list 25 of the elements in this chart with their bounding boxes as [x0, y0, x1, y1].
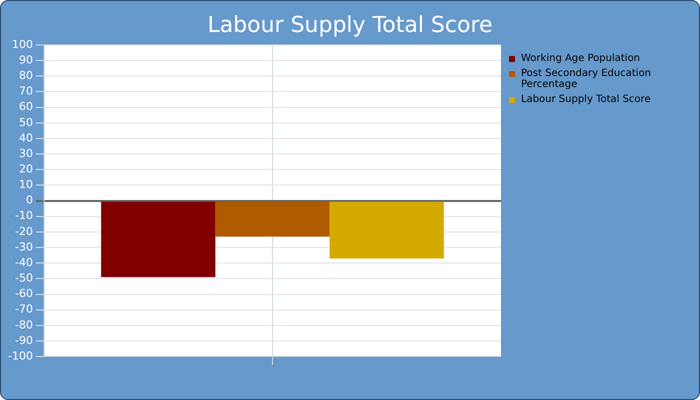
y-tick-label: 50 — [18, 116, 33, 129]
y-tick-label: 70 — [18, 84, 33, 98]
y-tick-label: -40 — [14, 256, 33, 269]
y-tick-label: 90 — [18, 53, 33, 66]
y-tick-label: -60 — [14, 287, 33, 300]
y-tick-label: 40 — [18, 131, 33, 144]
legend-label: Post Secondary Education Percentage — [521, 68, 652, 90]
y-tick-label: -100 — [8, 349, 33, 362]
y-tick-label: 0 — [26, 194, 33, 207]
y-tick-label: -90 — [14, 334, 33, 347]
legend-label: Working Age Population — [521, 53, 640, 64]
y-tick-label: -20 — [14, 224, 33, 238]
y-tick-label: -50 — [14, 272, 33, 285]
y-tick-label: 10 — [18, 178, 33, 192]
legend-label: Labour Supply Total Score — [521, 94, 651, 105]
y-tick-label: -70 — [14, 302, 33, 316]
y-tick-label: 100 — [12, 38, 33, 51]
y-tick-label: -80 — [14, 318, 33, 332]
y-tick-label: -30 — [14, 240, 33, 254]
y-tick-label: 20 — [18, 162, 33, 176]
y-tick-label: 80 — [18, 69, 33, 82]
y-tick-label: -10 — [14, 209, 33, 222]
y-tick-label: 30 — [18, 146, 33, 160]
y-tick-label: 60 — [18, 100, 33, 114]
chart-title: Labour Supply Total Score — [206, 13, 494, 38]
